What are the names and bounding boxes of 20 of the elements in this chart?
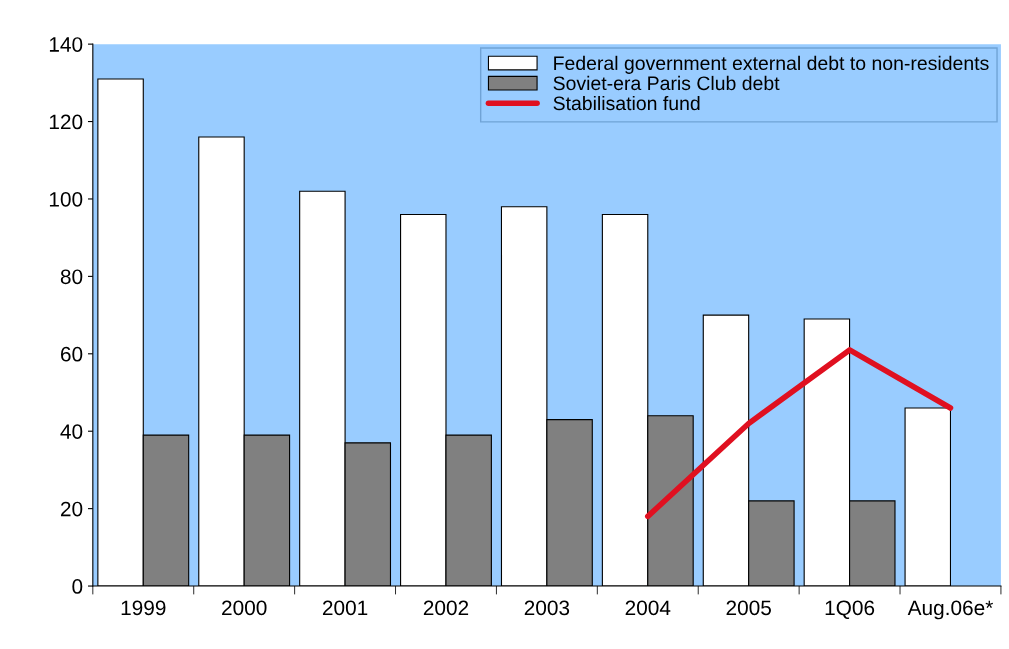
y-tick-label: 0 <box>72 579 83 594</box>
y-tick-label: 60 <box>60 346 83 362</box>
x-tick-label: 2000 <box>222 600 267 616</box>
x-tick-label: 2002 <box>423 600 469 616</box>
x-tick-label: 2001 <box>322 600 368 616</box>
y-tick-label: 20 <box>60 501 83 517</box>
legend-label: Federal government external debt to non-residents <box>554 55 989 74</box>
y-tick-label: 100 <box>49 191 83 207</box>
x-tick-label: 1Q06 <box>825 600 875 619</box>
x-tick-label: 2003 <box>524 600 570 616</box>
x-tick-label: 1999 <box>121 600 166 616</box>
x-tick-label: 2004 <box>625 600 671 616</box>
x-tick-label: Aug.06e* <box>907 600 994 620</box>
legend-label: Stabilisation fund <box>553 95 700 111</box>
legend-label: Soviet-era Paris Club debt <box>553 75 780 91</box>
y-tick-label: 80 <box>60 269 83 285</box>
x-tick-label: 2005 <box>726 600 771 616</box>
y-tick-label: 120 <box>49 114 83 130</box>
y-tick-label: 140 <box>49 37 83 52</box>
y-tick-label: 40 <box>60 424 83 439</box>
